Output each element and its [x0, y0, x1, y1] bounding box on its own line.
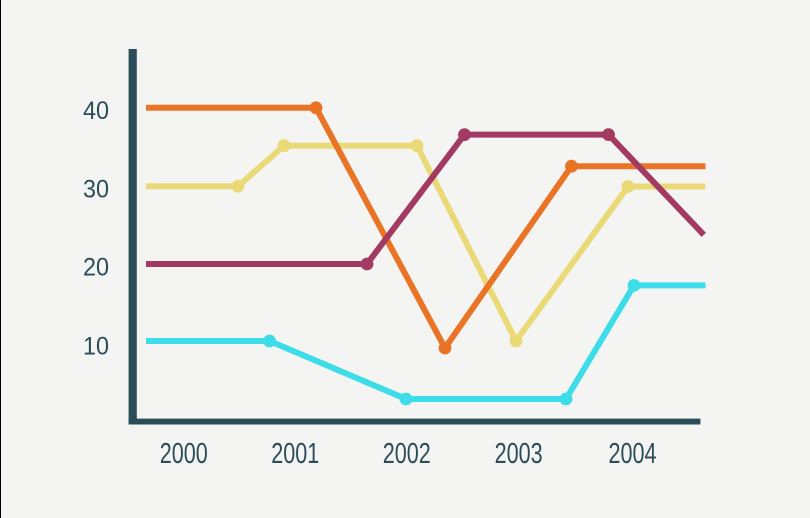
svg-text:2002: 2002 — [383, 438, 431, 470]
svg-text:10: 10 — [83, 333, 109, 361]
svg-text:2003: 2003 — [495, 438, 543, 470]
svg-text:2004: 2004 — [609, 438, 657, 470]
svg-text:20: 20 — [83, 254, 109, 282]
svg-text:30: 30 — [83, 176, 109, 204]
svg-text:2000: 2000 — [160, 438, 208, 470]
svg-text:2001: 2001 — [271, 438, 319, 470]
svg-text:40: 40 — [83, 97, 109, 125]
